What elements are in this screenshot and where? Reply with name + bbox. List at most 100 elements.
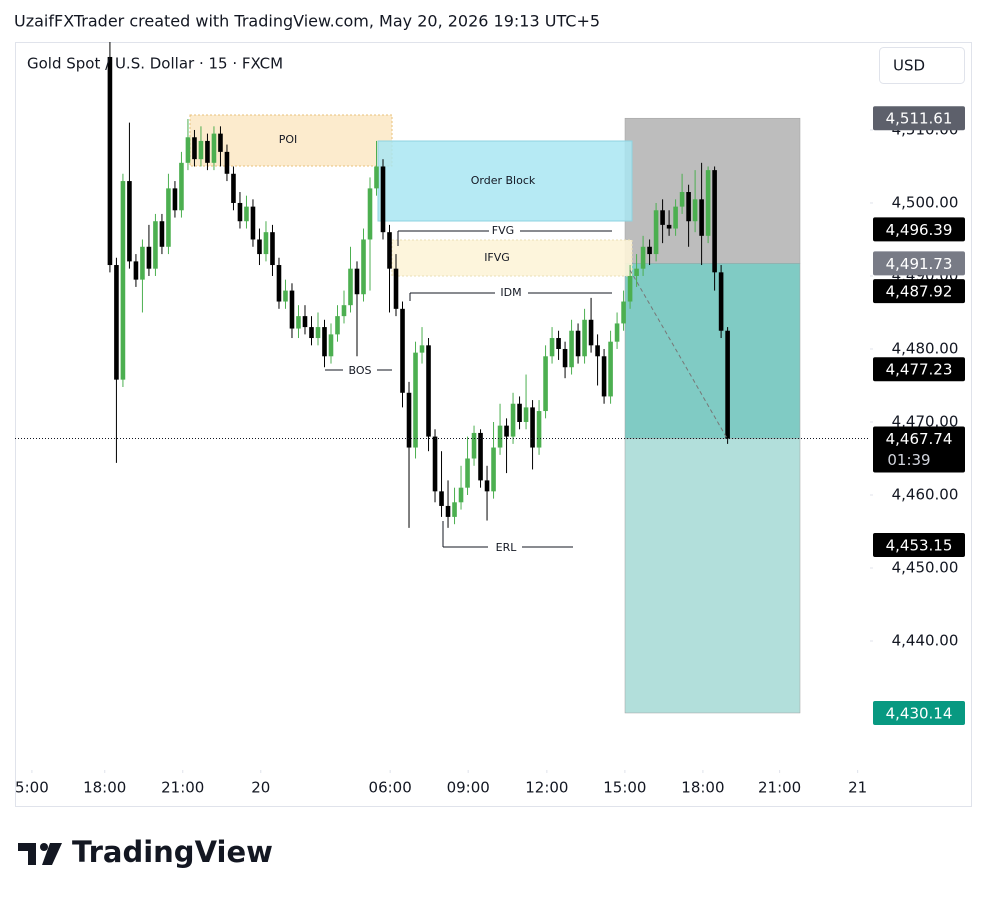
- candle-body: [439, 491, 444, 506]
- candle-body: [270, 232, 275, 266]
- candle-body: [452, 502, 457, 517]
- annotation: IFVG: [484, 251, 510, 264]
- y-tick-label: 4,470.00: [892, 412, 959, 430]
- x-tick-label: 5:00: [15, 779, 49, 797]
- candle-body: [237, 202, 243, 222]
- candle-body: [465, 458, 470, 488]
- price-tag: [873, 426, 965, 473]
- candle-body: [497, 425, 503, 448]
- candle-body: [387, 232, 392, 269]
- candle-body: [179, 162, 184, 211]
- candle-body: [634, 268, 639, 276]
- candle-body: [185, 137, 191, 163]
- candle-body: [276, 265, 282, 302]
- price-tag-label: 4,430.14: [886, 704, 953, 722]
- annotations: POI Order Block FVG IFVG IDM BOS ERL: [279, 133, 729, 554]
- axes: 4,440.00 4,450.00 4,460.00 4,470.00 4,480.00…: [15, 106, 965, 797]
- candle-body: [517, 403, 522, 422]
- candle-body: [543, 356, 548, 412]
- candle-body: [192, 137, 197, 160]
- price-tag-label: 4,511.61: [886, 110, 953, 128]
- candle-body: [556, 338, 561, 349]
- candle-body: [523, 407, 529, 422]
- x-tick-label: 09:00: [447, 779, 490, 797]
- candle-body: [699, 199, 704, 236]
- symbol-legend: Gold Spot / U.S. Dollar · 15 · FXCM: [27, 55, 283, 73]
- candle-body: [445, 505, 451, 517]
- candle-body: [198, 140, 204, 160]
- logo-mark: [18, 843, 36, 865]
- candle-body: [309, 327, 314, 339]
- candle-body: [432, 436, 438, 492]
- y-tick-label: 4,440.00: [892, 632, 959, 650]
- currency-label[interactable]: USD: [893, 57, 925, 75]
- candle-body: [588, 319, 594, 346]
- annotation: FVG: [492, 224, 514, 237]
- x-tick-label: 12:00: [525, 779, 568, 797]
- price-tag-label: 4,491.73: [886, 255, 953, 273]
- price-tag: [873, 533, 965, 558]
- price-tag: [873, 357, 965, 382]
- candle-body: [114, 265, 119, 380]
- candle-body: [627, 275, 633, 302]
- candle-body: [614, 323, 620, 342]
- candle-body: [244, 206, 249, 222]
- candle-body: [575, 330, 581, 357]
- candle-body: [315, 327, 321, 339]
- price-tag: [873, 251, 965, 276]
- poi-zone: [189, 114, 393, 167]
- logo-mark: [42, 843, 62, 865]
- candle-body: [380, 166, 386, 233]
- candle-body: [660, 210, 665, 225]
- candle-body: [712, 170, 717, 273]
- candle-body: [296, 316, 301, 329]
- logo-text: TradingView: [72, 835, 273, 869]
- annotation: BOS: [349, 364, 372, 377]
- candle-body: [601, 356, 607, 397]
- candle-body: [640, 246, 646, 269]
- annotation: Order Block: [471, 174, 536, 187]
- currency-button[interactable]: [879, 47, 965, 84]
- candle-body: [458, 487, 464, 503]
- candle-body: [354, 268, 360, 295]
- candle-body: [374, 166, 379, 189]
- price-tag-label: 4,453.15: [886, 537, 953, 555]
- zones: [189, 114, 633, 277]
- price-tag-label: 4,477.23: [886, 361, 953, 379]
- candle-body: [218, 133, 223, 152]
- candle-body: [705, 170, 711, 236]
- candle-body: [686, 192, 691, 222]
- trend-line: [629, 269, 729, 441]
- candle-body: [153, 221, 158, 269]
- candle-body: [367, 188, 373, 240]
- candle-body: [283, 290, 288, 302]
- candle-body: [621, 301, 626, 324]
- candle-body: [146, 246, 152, 269]
- x-tick-label: 18:00: [83, 779, 126, 797]
- candle-body: [530, 407, 535, 448]
- candle-body: [159, 221, 165, 247]
- y-tick-label: 4,450.00: [892, 558, 959, 576]
- candle-body: [393, 268, 399, 309]
- header: UzaifFXTrader created with TradingView.c…: [14, 12, 600, 31]
- candle-body: [647, 246, 652, 255]
- annotation: ERL: [496, 541, 518, 554]
- x-tick-label: 21: [848, 779, 867, 797]
- candle-body: [406, 392, 412, 448]
- x-tick-label: 21:00: [161, 779, 204, 797]
- candle-body: [140, 246, 145, 280]
- candle-body: [224, 151, 230, 174]
- candle-body: [172, 188, 178, 211]
- y-tick-label: 4,500.00: [892, 193, 959, 211]
- candle-body: [595, 345, 600, 357]
- candle-body: [478, 432, 483, 481]
- x-tick-label: 18:00: [681, 779, 724, 797]
- countdown: 01:39: [887, 451, 930, 469]
- candle-body: [666, 224, 672, 229]
- candle-body: [653, 210, 659, 255]
- candle-body: [335, 316, 340, 335]
- price-tag-label: 4,467.74: [886, 430, 953, 448]
- candle-body: [328, 334, 334, 357]
- candle-body: [549, 338, 555, 357]
